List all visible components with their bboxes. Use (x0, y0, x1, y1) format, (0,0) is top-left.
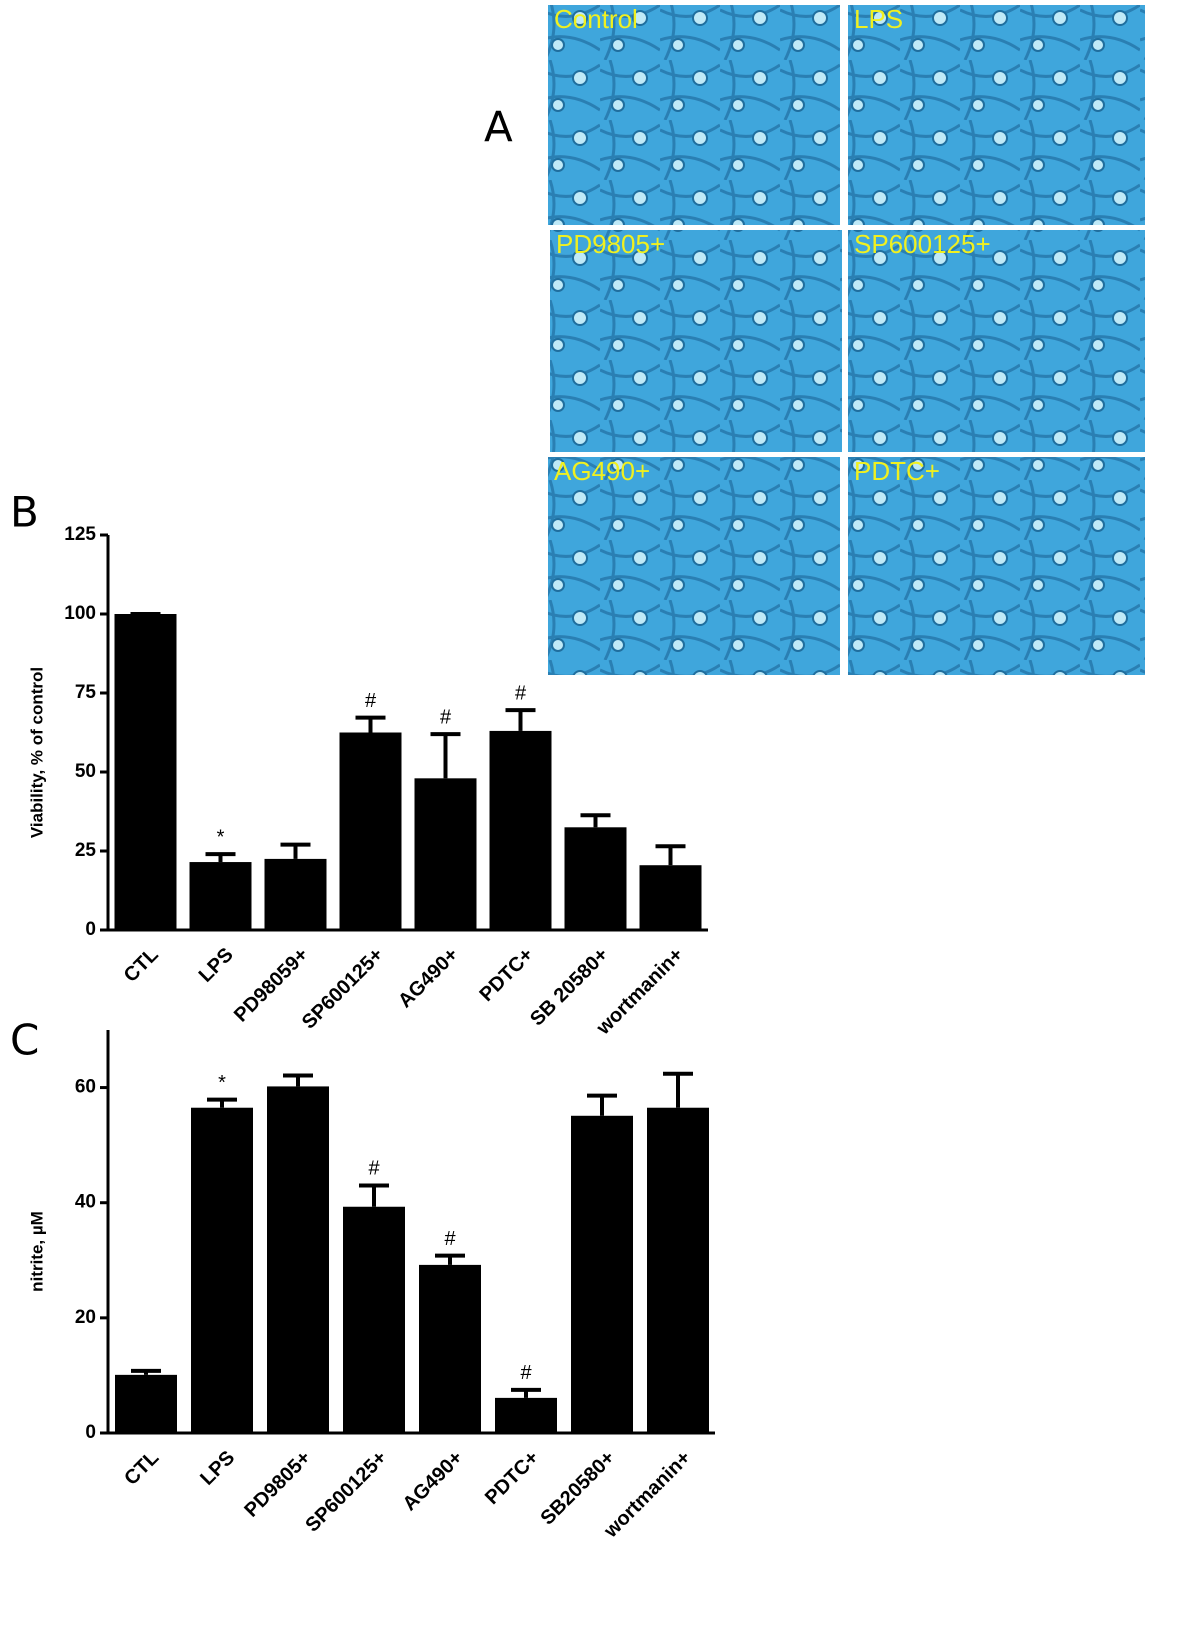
micrograph-label: LPS (854, 4, 903, 34)
y-tick-label: 125 (64, 524, 96, 545)
bar (339, 732, 402, 930)
x-tick-label: AG490+ (394, 944, 463, 1013)
micrograph-label: AG490+ (554, 456, 650, 486)
y-tick-label: 0 (85, 1422, 96, 1443)
y-tick-label: 20 (75, 1307, 96, 1328)
micrograph-label: PDTC+ (854, 456, 940, 486)
micrograph-label: SP600125+ (854, 229, 991, 259)
bar (564, 827, 627, 930)
y-tick-label: 50 (75, 761, 96, 782)
bar (115, 1374, 177, 1433)
x-tick-label: CTL (120, 1447, 163, 1490)
panel-label: B (10, 488, 39, 537)
bar (647, 1107, 709, 1433)
bar (343, 1206, 405, 1433)
x-tick-label: AG490+ (399, 1447, 468, 1516)
y-tick-label: 40 (75, 1192, 96, 1213)
micrograph (848, 457, 1145, 675)
x-tick-label: LPS (196, 1447, 239, 1490)
bar (191, 1107, 253, 1433)
significance-mark: # (520, 1362, 532, 1384)
x-tick-label: PD9805+ (240, 1447, 315, 1522)
bar (267, 1086, 329, 1433)
significance-mark: # (365, 690, 377, 712)
y-tick-label: 25 (75, 840, 97, 861)
x-tick-label: LPS (195, 944, 238, 987)
x-tick-label: SP600125+ (301, 1447, 391, 1537)
x-tick-label: CTL (120, 944, 163, 987)
bar (189, 862, 252, 930)
y-axis-label: nitrite, µM (27, 1211, 46, 1292)
micrograph (548, 457, 840, 675)
micrograph-label: Control (554, 4, 638, 34)
bar (571, 1115, 633, 1433)
y-tick-label: 0 (85, 919, 96, 940)
bar (414, 778, 477, 930)
x-tick-label: PDTC+ (481, 1447, 543, 1509)
bar (489, 730, 552, 930)
significance-mark: * (217, 826, 225, 848)
panel-label: A (484, 103, 513, 152)
bar (639, 865, 702, 930)
y-axis-label: Viability, % of control (27, 667, 46, 838)
micrograph-label: PD9805+ (556, 229, 665, 259)
y-tick-label: 60 (75, 1077, 96, 1098)
micrograph (550, 230, 842, 452)
significance-mark: * (218, 1072, 226, 1094)
panel-label: C (10, 1016, 39, 1065)
y-tick-label: 100 (64, 603, 96, 624)
bar (264, 858, 327, 930)
y-tick-label: 75 (75, 682, 97, 703)
significance-mark: # (440, 706, 452, 728)
bar (114, 614, 177, 930)
x-tick-label: PDTC+ (475, 944, 537, 1006)
bar (419, 1264, 481, 1433)
x-tick-label: SP600125+ (298, 944, 388, 1034)
micrograph (848, 5, 1145, 225)
significance-mark: # (368, 1158, 380, 1180)
significance-mark: # (444, 1228, 456, 1250)
x-tick-label: SB20580+ (536, 1447, 619, 1530)
significance-mark: # (515, 682, 527, 704)
micrograph (848, 230, 1145, 452)
micrograph (548, 5, 840, 225)
x-tick-label: PD98059+ (230, 944, 313, 1027)
bar (495, 1397, 557, 1433)
